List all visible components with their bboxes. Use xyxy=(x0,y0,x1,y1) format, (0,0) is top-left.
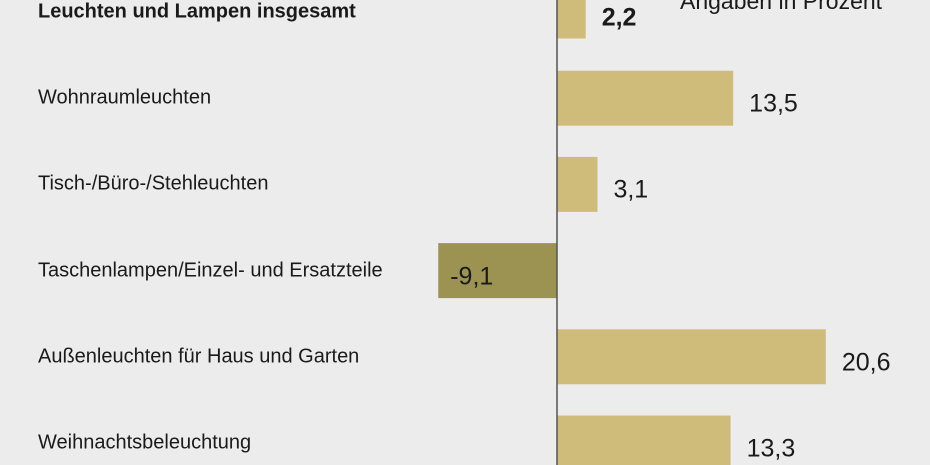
category-label: Taschenlampen/Einzel- und Ersatzteile xyxy=(38,259,383,282)
value-label: 20,6 xyxy=(841,348,891,377)
category-label: Außenleuchten für Haus und Garten xyxy=(38,345,360,368)
bar xyxy=(557,156,598,212)
category-label: Wohnraumleuchten xyxy=(38,86,212,109)
value-label: 13,5 xyxy=(749,89,798,118)
value-label: 3,1 xyxy=(613,175,649,204)
bar xyxy=(557,0,586,39)
value-label: 13,3 xyxy=(746,434,796,463)
category-label: Leuchten und Lampen insgesamt xyxy=(38,0,356,23)
value-label: -9,1 xyxy=(450,262,494,291)
category-label: Tisch-/Büro-/Stehleuchten xyxy=(38,172,269,195)
value-label: 2,2 xyxy=(601,3,637,32)
bar xyxy=(557,329,826,385)
bar xyxy=(438,243,557,299)
unit-note: Angaben in Prozent xyxy=(680,0,883,14)
bar xyxy=(557,70,734,126)
category-label: Weihnachtsbeleuchtung xyxy=(38,431,252,454)
bar xyxy=(557,415,731,465)
